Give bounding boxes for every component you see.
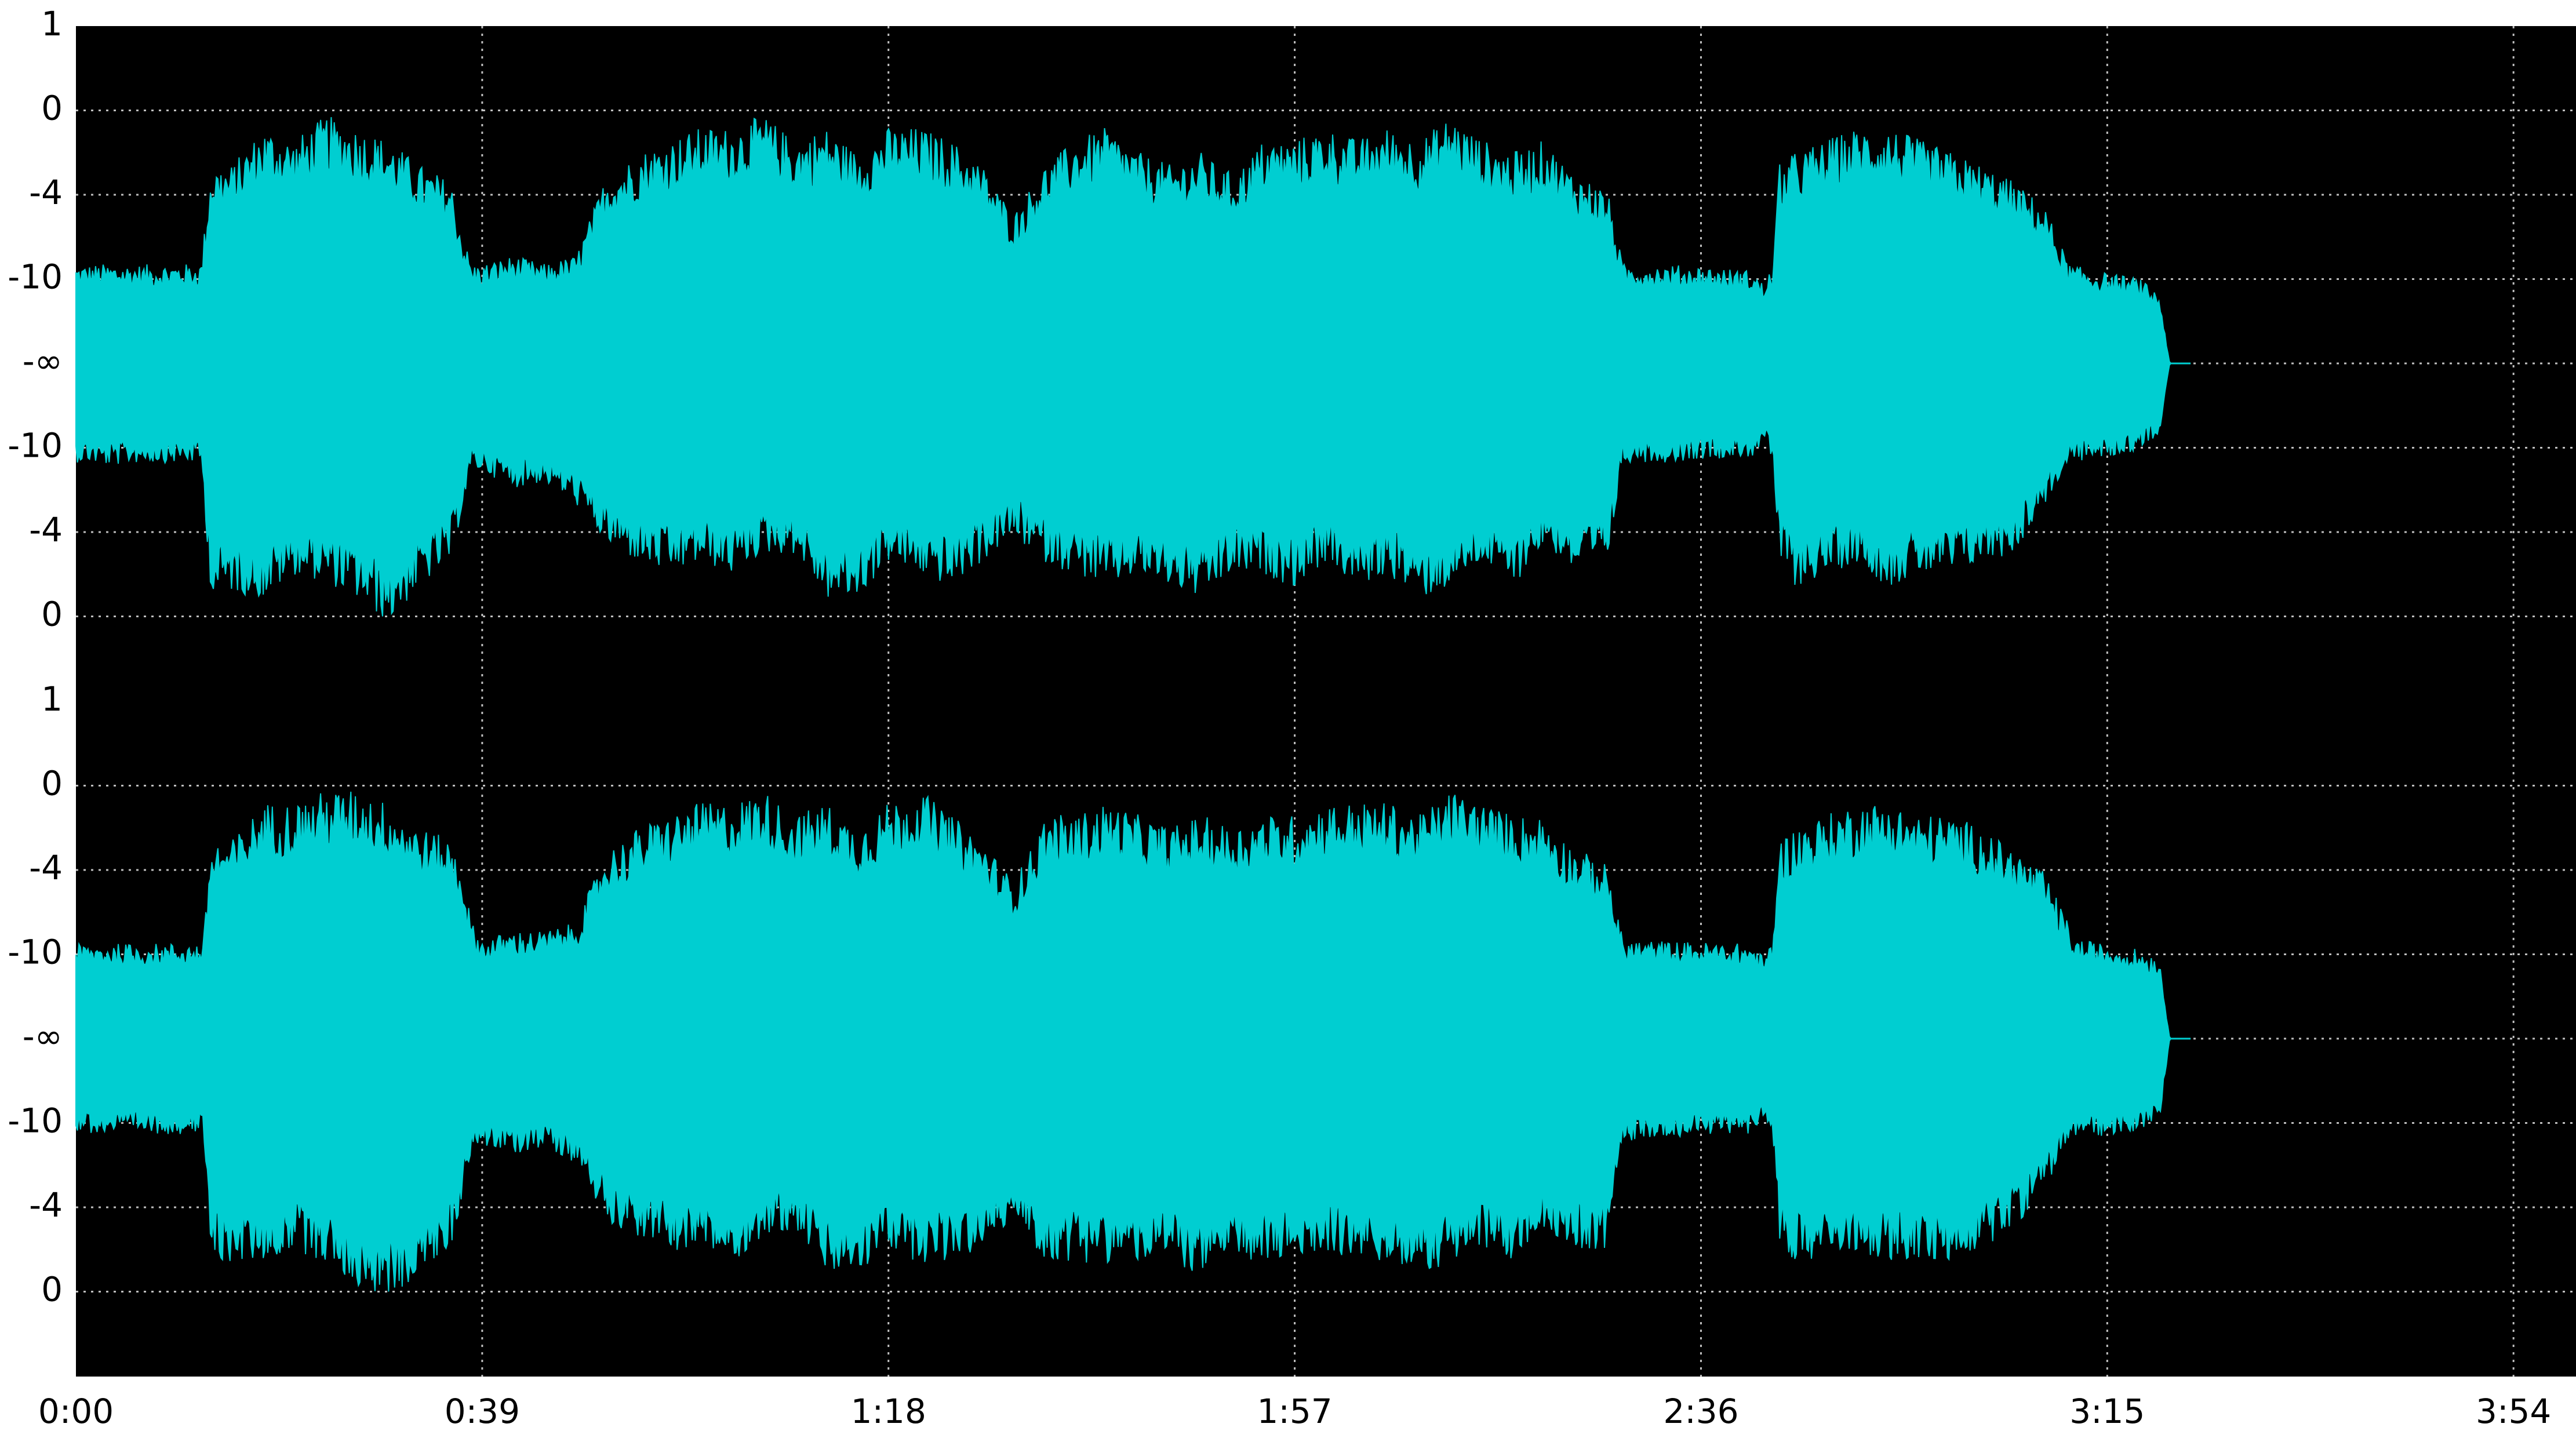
y-tick-label: 0	[41, 764, 63, 803]
y-tick-label: 0	[41, 1270, 63, 1309]
channel-1-waveform	[75, 117, 2191, 617]
y-tick-label: -4	[29, 173, 63, 212]
y-tick-label: -∞	[23, 1017, 63, 1056]
y-tick-label: -4	[29, 848, 63, 887]
y-tick-label: 0	[41, 595, 63, 634]
y-tick-label: 0	[41, 89, 63, 128]
x-tick-label: 1:18	[851, 1392, 926, 1431]
y-tick-label: -10	[8, 426, 63, 465]
y-tick-label: -10	[8, 933, 63, 972]
y-tick-label: 1	[41, 4, 63, 43]
x-tick-label: 0:00	[38, 1392, 114, 1431]
x-axis-ticks: 0:00 0:39 1:18 1:57 2:36 3:15 3:54	[38, 1392, 2551, 1431]
y-tick-label: -10	[8, 1101, 63, 1141]
y-tick-label: -∞	[23, 341, 63, 381]
y-axis-ticks: 1 0 -4 -10 -∞ -10 -4 0 1 0 -4 -10 -∞ -10 -4 0	[8, 4, 63, 1309]
y-tick-label: 1	[41, 679, 63, 719]
y-tick-label: -4	[29, 510, 63, 549]
x-tick-label: 3:54	[2476, 1392, 2551, 1431]
y-tick-label: -4	[29, 1185, 63, 1225]
x-tick-label: 0:39	[445, 1392, 520, 1431]
x-tick-label: 3:15	[2069, 1392, 2145, 1431]
y-tick-label: -10	[8, 257, 63, 297]
x-tick-label: 2:36	[1663, 1392, 1738, 1431]
waveform-layer	[75, 117, 2191, 1292]
channel-2-waveform	[75, 791, 2191, 1292]
x-tick-label: 1:57	[1257, 1392, 1332, 1431]
